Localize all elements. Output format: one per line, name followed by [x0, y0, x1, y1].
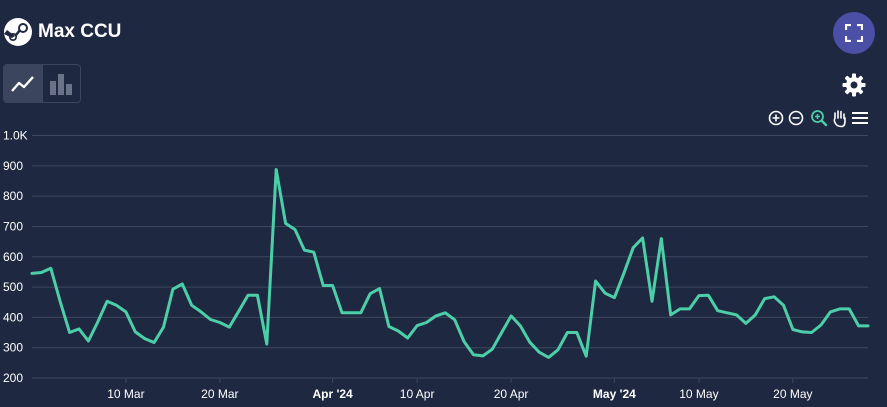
- y-tick-label: 900: [3, 159, 23, 173]
- zoom-out-icon[interactable]: [787, 108, 805, 128]
- y-tick-label: 800: [3, 189, 23, 203]
- chart-header: Max CCU: [0, 0, 887, 64]
- x-tick-label: 20 Mar: [201, 387, 238, 401]
- selection-zoom-icon[interactable]: [810, 108, 828, 128]
- line-chart-icon: [10, 75, 34, 92]
- y-tick-label: 500: [3, 280, 23, 294]
- y-tick-label: 300: [3, 341, 23, 355]
- steam-logo-icon: [3, 17, 33, 47]
- chart-type-toggle: [3, 64, 81, 103]
- y-tick-label: 700: [3, 219, 23, 233]
- x-tick-label: 20 Apr: [494, 387, 529, 401]
- x-tick-label: 20 May: [773, 387, 812, 401]
- x-tick-label: Apr '24: [312, 387, 353, 401]
- pan-hand-icon[interactable]: [831, 108, 849, 128]
- x-tick-label: 10 Mar: [107, 387, 144, 401]
- chart-title: Max CCU: [38, 21, 122, 42]
- zoom-toolbar: [767, 108, 871, 128]
- x-tick-label: May '24: [593, 387, 636, 401]
- bar-chart-button[interactable]: [41, 65, 80, 102]
- y-tick-label: 200: [3, 371, 23, 385]
- zoom-in-icon[interactable]: [767, 108, 785, 128]
- fullscreen-icon: [845, 24, 863, 42]
- line-chart-button[interactable]: [4, 65, 42, 102]
- x-tick-label: 10 May: [679, 387, 718, 401]
- x-tick-label: 10 Apr: [400, 387, 435, 401]
- bar-chart-icon: [50, 73, 73, 95]
- y-tick-label: 400: [3, 310, 23, 324]
- y-tick-label: 1.0K: [3, 129, 28, 143]
- gear-icon[interactable]: [842, 73, 866, 97]
- fullscreen-button[interactable]: [833, 12, 875, 54]
- y-tick-label: 600: [3, 250, 23, 264]
- max-ccu-series-line: [30, 168, 870, 359]
- menu-icon[interactable]: [851, 108, 869, 128]
